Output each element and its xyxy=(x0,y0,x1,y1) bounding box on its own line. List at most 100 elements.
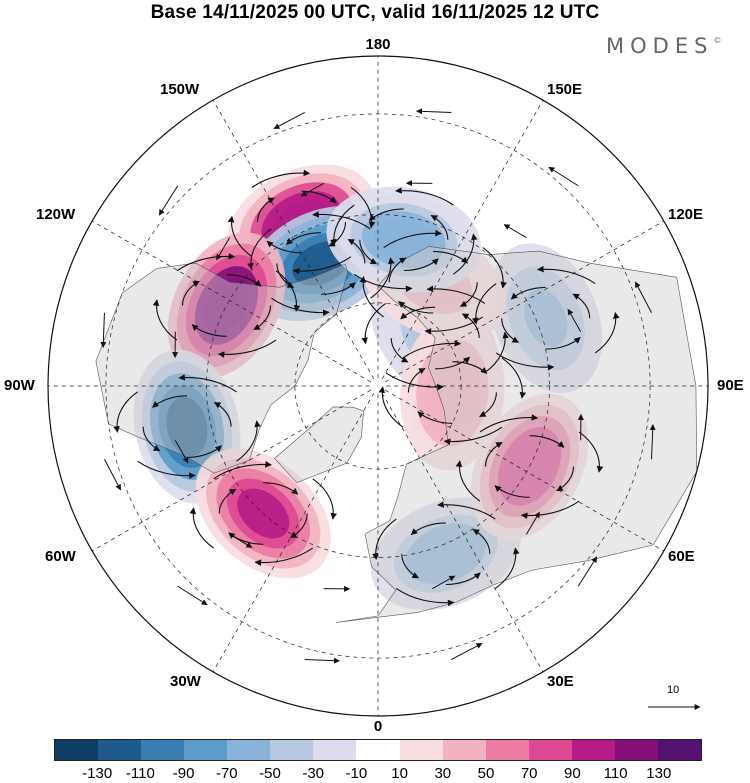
wind-arrow xyxy=(320,282,356,295)
wind-arrow xyxy=(494,547,520,589)
label-lon-150w: 150W xyxy=(160,81,200,98)
wind-arrow xyxy=(482,247,507,289)
wind-arrow xyxy=(383,229,442,249)
wind-arrow xyxy=(545,336,581,350)
wind-arrow xyxy=(385,372,444,391)
wind-arrow xyxy=(472,529,491,554)
wind-arrow xyxy=(229,533,253,548)
colorbar-tick-label: 50 xyxy=(477,765,495,782)
wind-arrow xyxy=(370,257,395,299)
copyright-mark: © xyxy=(713,36,722,45)
wind-arrow xyxy=(572,293,591,319)
label-lon-120w: 120W xyxy=(36,206,76,223)
wind-arrow xyxy=(189,507,215,549)
wind-arrow xyxy=(104,459,122,491)
wind-arrow xyxy=(226,274,262,287)
wind-arrow xyxy=(359,239,378,265)
map-border xyxy=(47,55,709,717)
wind-arrow xyxy=(459,282,478,307)
wind-arrow xyxy=(181,280,200,306)
colorbar-tick-label: -70 xyxy=(215,765,238,782)
wind-arrow xyxy=(347,238,366,264)
wind-arrow xyxy=(187,445,222,458)
colorbar-tick-label: -90 xyxy=(172,765,195,782)
wind-arrow xyxy=(213,402,232,427)
wind-arrow xyxy=(407,367,426,393)
colorbar-tick-label: 110 xyxy=(603,765,628,782)
wind-arrow xyxy=(330,204,355,246)
wind-arrow xyxy=(417,411,453,424)
anomaly-contour xyxy=(166,396,208,457)
latitude-circle xyxy=(105,113,651,659)
wind-arrow xyxy=(402,340,462,359)
colorbar xyxy=(54,739,702,761)
colorbar-tick-label: -30 xyxy=(302,765,325,782)
anomaly-center xyxy=(489,243,603,394)
wind-arrow xyxy=(401,553,419,579)
wind-arrow xyxy=(594,311,620,354)
meridian-line xyxy=(381,392,544,672)
wind-arrow xyxy=(368,208,404,221)
wind-arrow xyxy=(216,237,231,261)
wind-arrow xyxy=(435,356,471,370)
colorbar-tick-label: 70 xyxy=(520,765,538,782)
wind-arrow xyxy=(213,461,272,480)
land-masses xyxy=(95,246,698,623)
wind-arrow xyxy=(452,233,478,275)
wind-arrow xyxy=(228,532,264,545)
wind-arrow xyxy=(176,253,236,272)
wind-arrow xyxy=(227,215,253,258)
wind-arrow xyxy=(158,185,179,216)
wind-arrow xyxy=(501,318,519,343)
map-background xyxy=(48,56,708,716)
label-lon-30w: 30W xyxy=(170,673,201,690)
wind-arrow xyxy=(501,357,527,399)
wind-arrow xyxy=(479,414,539,433)
wind-arrow xyxy=(152,299,178,341)
label-lon-120e: 120E xyxy=(668,206,704,223)
wind-arrow xyxy=(451,642,483,660)
wind-arrow xyxy=(353,273,413,293)
wind-arrow xyxy=(433,250,469,264)
wind-arrow xyxy=(510,286,546,300)
wind-arrow xyxy=(461,313,480,339)
wind-streamlines xyxy=(100,108,656,664)
wind-arrow xyxy=(253,305,272,331)
wind-arrow xyxy=(263,482,299,495)
wind-arrow xyxy=(300,182,324,197)
wind-arrow xyxy=(312,478,338,520)
colorbar-tick-label: -10 xyxy=(345,765,368,782)
label-lon-90e: 90E xyxy=(717,377,744,394)
wind-arrow xyxy=(378,386,404,428)
anomaly-contour xyxy=(524,289,568,348)
wind-arrow xyxy=(416,108,452,115)
wind-arrow xyxy=(256,197,275,223)
colorbar-tick-label: -50 xyxy=(259,765,281,782)
anomaly-contour xyxy=(432,362,473,423)
wind-arrow xyxy=(548,166,579,187)
wind-arrow xyxy=(304,657,340,664)
wind-arrow xyxy=(479,392,497,418)
wind-arrow xyxy=(137,460,196,480)
wind-arrow xyxy=(525,511,540,535)
colorbar-segment xyxy=(356,740,400,760)
colorbar-segment xyxy=(614,740,658,760)
colorbar-segment xyxy=(442,740,486,760)
modes-logo: MODES© xyxy=(606,34,721,58)
wind-arrow xyxy=(247,228,272,270)
wind-arrow xyxy=(113,391,138,433)
anomaly-contour xyxy=(416,532,475,576)
colorbar-segment xyxy=(313,740,357,760)
colorbar-segment xyxy=(399,740,443,760)
wind-arrow xyxy=(236,420,261,462)
wind-arrow xyxy=(537,265,596,285)
colorbar-tick-label: 10 xyxy=(391,765,408,782)
colorbar-segment xyxy=(98,740,142,760)
wind-arrow xyxy=(142,426,161,452)
meridian-line xyxy=(92,220,372,383)
wind-arrow xyxy=(445,572,481,586)
wind-arrow xyxy=(578,431,604,473)
colorbar-tick-label: -130 xyxy=(82,765,113,782)
label-lon-60w: 60W xyxy=(45,548,76,565)
wind-arrow xyxy=(217,339,277,358)
